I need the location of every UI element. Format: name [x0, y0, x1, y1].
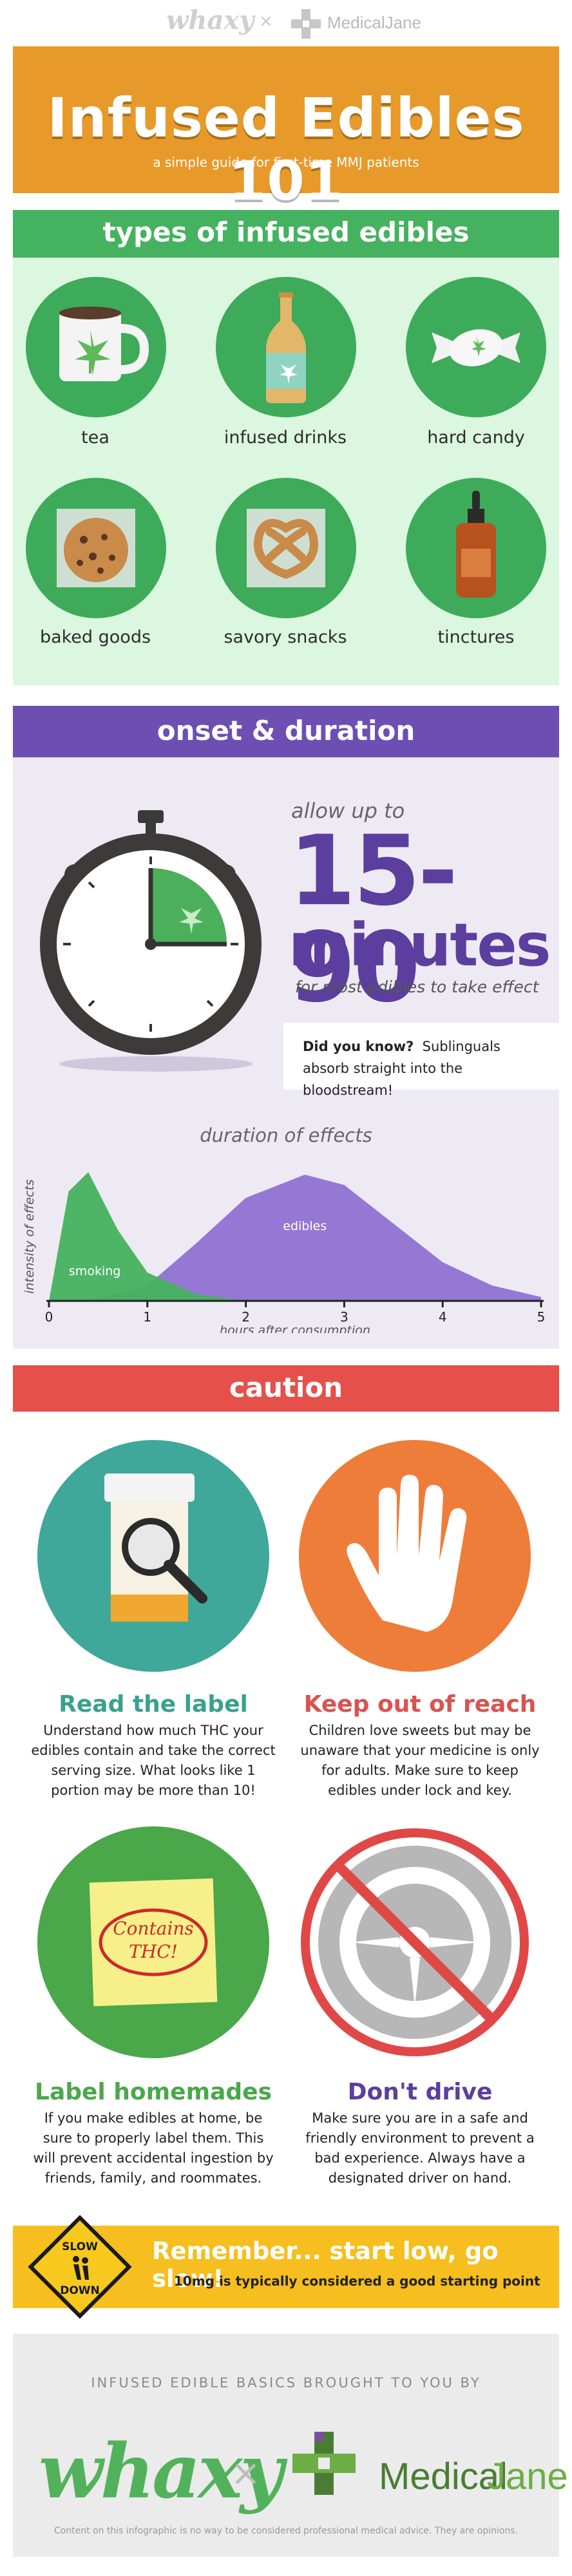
chart-title: duration of effects — [200, 1124, 372, 1146]
series-label-edibles: edibles — [283, 1219, 327, 1233]
x-tick-label: 1 — [143, 1309, 151, 1325]
types-heading-bar: types of infused edibles — [13, 210, 559, 258]
edible-label-candy: hard candy — [427, 428, 525, 448]
onset-heading-bar: onset & duration — [13, 706, 559, 757]
series-area-smoking — [49, 1172, 246, 1301]
dont-drive-illustration — [299, 1826, 531, 2058]
caution-title-label-homemades: Label homemades — [35, 2079, 272, 2105]
read-label-illustration — [37, 1440, 269, 1672]
footer — [13, 2334, 559, 2557]
label-homemades-illustration: Contains THC! — [37, 1826, 269, 2058]
hand-icon — [347, 1475, 467, 1632]
footer-brought-text: INFUSED EDIBLE BASICS BROUGHT TO YOU BY — [91, 2375, 481, 2391]
did-you-know-body: Sublinguals absorb straight into the blo… — [303, 1039, 500, 1098]
note-text-line-1: Contains — [113, 1918, 194, 1939]
duration-chart: edibles smoking 0 1 2 3 4 5 hours after consumpt… — [23, 1172, 546, 1333]
medicaljane-logo-top: MedicalJane — [327, 13, 421, 32]
x-tick-label: 2 — [242, 1309, 250, 1325]
sticky-note-icon: Contains THC! — [89, 1878, 218, 2007]
medicaljane-logo-jane: Jane — [487, 2456, 568, 2497]
footer-separator: × — [231, 2452, 261, 2494]
pretzel-icon — [247, 509, 325, 587]
edible-label-drinks: infused drinks — [224, 428, 347, 448]
whaxy-logo-top: whaxy — [166, 5, 254, 35]
remember-subtitle: 10mg is typically considered a good star… — [174, 2273, 540, 2289]
allow-up-to-text: allow up to — [291, 799, 405, 823]
stopwatch-icon — [40, 810, 262, 1072]
candy-icon — [432, 329, 520, 366]
header-banner: Infused Edibles 101 a simple guide for f… — [13, 46, 559, 213]
onset-range: 15-90 — [289, 815, 458, 1024]
savory-snacks-item — [216, 478, 356, 618]
caution-heading-bar: caution — [13, 1365, 559, 1412]
types-heading: types of infused edibles — [102, 216, 470, 248]
did-you-know-text: Did you know? Sublinguals absorb straigh… — [303, 1036, 548, 1101]
x-tick-label: 3 — [340, 1309, 348, 1325]
did-you-know-label: Did you know? — [303, 1039, 414, 1054]
onset-heading: onset & duration — [157, 715, 415, 746]
edible-label-snacks: savory snacks — [224, 627, 347, 647]
no-steering-wheel-icon — [301, 1828, 529, 2056]
caution-text-dont-drive: Make sure you are in a safe and friendly… — [305, 2110, 535, 2186]
dropper-bottle-icon — [456, 491, 496, 598]
note-text-line-2: THC! — [129, 1941, 178, 1962]
edible-label-tinctures: tinctures — [437, 627, 515, 647]
edible-label-baked: baked goods — [39, 627, 151, 647]
caution-title-keep-out: Keep out of reach — [303, 1691, 537, 1718]
caution-text-label-homemades: If you make edibles at home, be sure to … — [33, 2110, 274, 2186]
onset-unit: minutes — [289, 911, 551, 980]
sign-bottom-text: DOWN — [60, 2284, 100, 2297]
onset-caption: for most edibles to take effect — [295, 978, 539, 996]
baked-goods-item — [26, 478, 166, 618]
caution-title-dont-drive: Don't drive — [347, 2079, 493, 2105]
caution-heading: caution — [229, 1372, 343, 1403]
series-area-edibles — [49, 1175, 541, 1301]
slow-down-sign-icon: SLOW DOWN — [28, 2215, 132, 2319]
edible-label-tea: tea — [81, 428, 110, 448]
did-you-know-box — [283, 1023, 559, 1090]
cookie-icon — [57, 509, 135, 587]
page-subtitle: a simple guide for first-time MMJ patien… — [153, 155, 419, 170]
tea-cup-icon — [59, 307, 149, 381]
series-label-smoking: smoking — [69, 1264, 120, 1278]
x-tick-label: 4 — [439, 1309, 447, 1325]
sign-top-text: SLOW — [62, 2240, 98, 2253]
hard-candy-item — [406, 277, 546, 417]
remember-title: Remember... start low, go slow! — [152, 2237, 499, 2293]
tea-item — [26, 277, 166, 417]
page-title: Infused Edibles 101 — [47, 86, 525, 213]
medicaljane-mark-icon — [292, 2432, 356, 2495]
tinctures-item — [406, 478, 546, 618]
bottle-icon — [266, 292, 306, 403]
x-axis-label: hours after consumption — [220, 1323, 370, 1333]
keep-out-of-reach-illustration — [299, 1440, 531, 1672]
whaxy-logo: whaxy — [39, 2428, 283, 2515]
medicaljane-mark-icon — [291, 9, 321, 39]
logo-separator: × — [259, 12, 273, 31]
x-tick-label: 0 — [45, 1309, 53, 1325]
footer-disclaimer: Content on this infographic is no way to… — [53, 2526, 519, 2536]
y-axis-label: intensity of effects — [23, 1179, 37, 1294]
caution-text-keep-out: Children love sweets but may be unaware … — [300, 1723, 540, 1798]
pill-bottle-magnifier-icon — [104, 1473, 207, 1622]
medicaljane-logo-medical: Medical — [379, 2456, 508, 2497]
x-tick-label: 5 — [537, 1309, 546, 1325]
caution-title-read-label: Read the label — [59, 1691, 248, 1718]
caution-text-read-label: Understand how much THC your edibles con… — [31, 1723, 276, 1798]
infused-drinks-item — [216, 277, 356, 417]
